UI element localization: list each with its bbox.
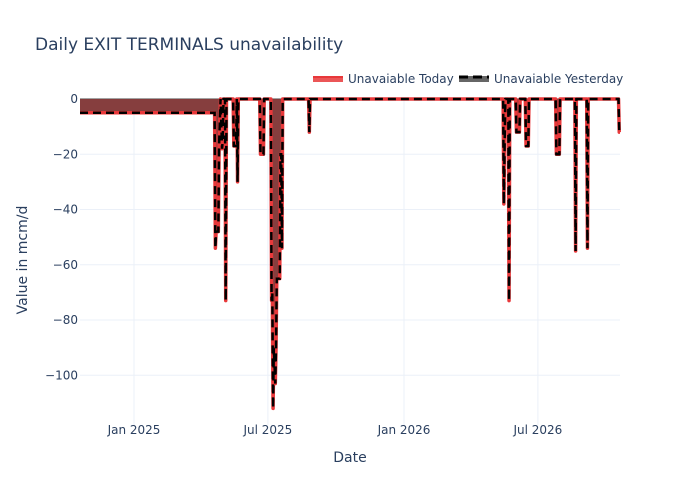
y-tick-label: −20 — [53, 147, 78, 161]
x-tick-label: Jul 2025 — [242, 423, 292, 437]
y-tick-label: −80 — [53, 313, 78, 327]
legend-label-yesterday: Unavaiable Yesterday — [494, 72, 623, 86]
y-tick-label: 0 — [70, 92, 78, 106]
y-tick-label: −40 — [53, 203, 78, 217]
legend: Unavaiable Today Unavaiable Yesterday — [313, 72, 623, 86]
legend-swatch-today — [313, 76, 343, 82]
series-lines — [80, 97, 622, 411]
y-axis-title: Value in mcm/d — [15, 206, 31, 315]
x-tick-label: Jan 2026 — [377, 423, 431, 437]
legend-item-yesterday[interactable]: Unavaiable Yesterday — [459, 72, 623, 86]
line-unavailable-yesterday — [80, 97, 621, 409]
x-axis-title: Date — [333, 450, 366, 466]
y-tick-label: −100 — [45, 368, 78, 382]
legend-label-today: Unavaiable Today — [348, 72, 454, 86]
legend-swatch-yesterday — [459, 76, 489, 82]
y-tick-label: −60 — [53, 258, 78, 272]
chart-title: Daily EXIT TERMINALS unavailability — [35, 35, 343, 55]
x-tick-label: Jan 2025 — [107, 423, 161, 437]
legend-item-today[interactable]: Unavaiable Today — [313, 72, 454, 86]
x-tick-label: Jul 2026 — [512, 423, 562, 437]
axis-ticks: 0 −20 −40 −60 −80 −100 Jan 2025 Jul 2025 Jan 202… — [45, 92, 562, 437]
